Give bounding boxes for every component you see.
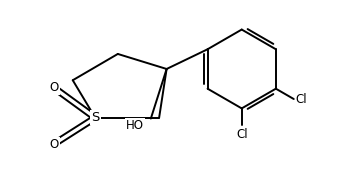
Text: S: S <box>91 111 99 124</box>
Text: Cl: Cl <box>236 128 248 141</box>
Text: O: O <box>49 138 59 151</box>
Text: Cl: Cl <box>296 93 307 106</box>
Text: HO: HO <box>126 119 144 132</box>
Text: O: O <box>49 81 59 94</box>
